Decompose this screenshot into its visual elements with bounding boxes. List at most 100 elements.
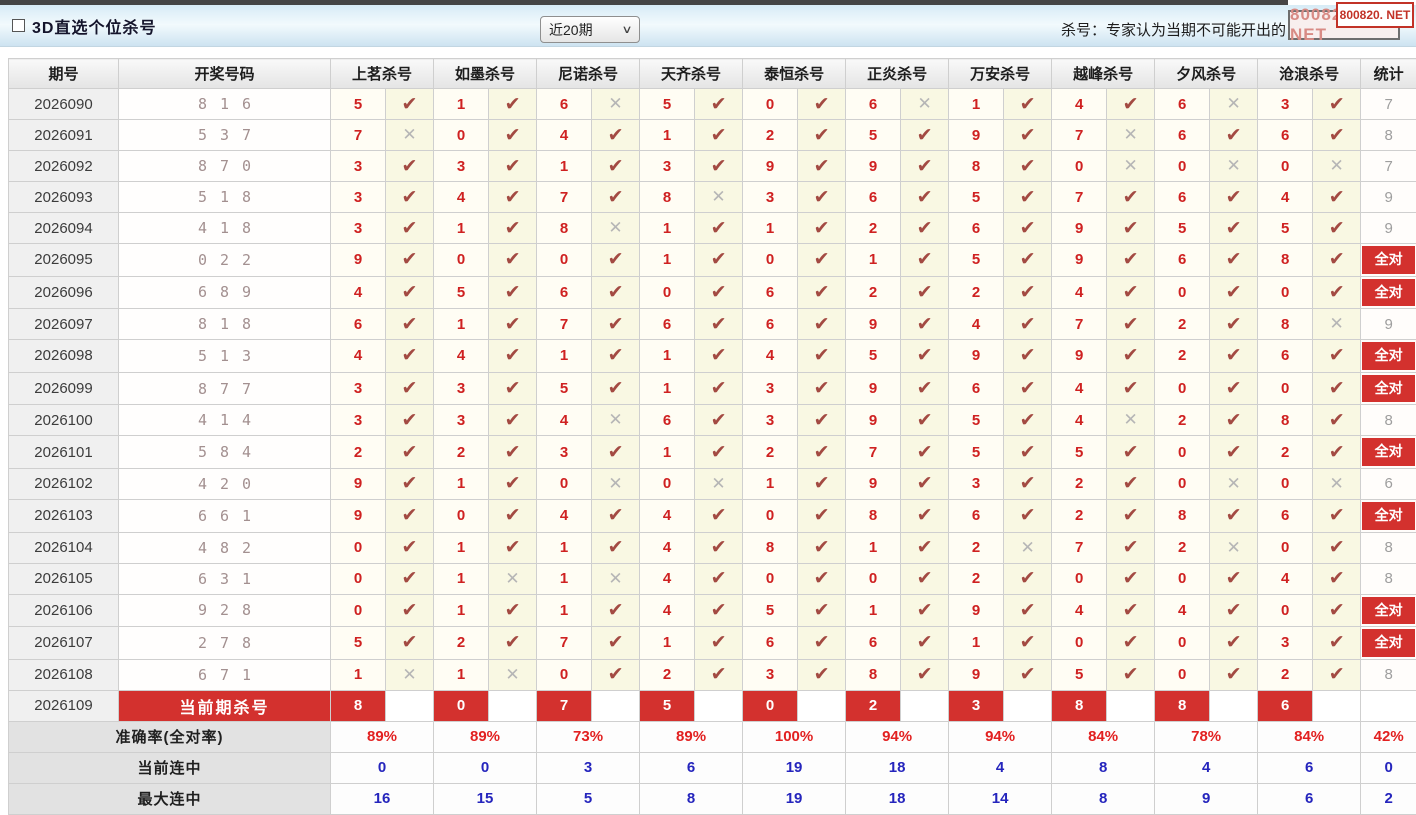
kill-number-cell: 1 <box>743 213 798 244</box>
check-icon: ✔ <box>814 125 830 146</box>
hit-cell: ✔ <box>1210 499 1258 532</box>
period-cell: 2026109 <box>9 690 119 721</box>
hit-cell: ✔ <box>489 244 537 277</box>
hit-cell: ✔ <box>695 659 743 690</box>
current-kill-blank <box>386 690 434 721</box>
hit-cell: ✔ <box>1210 405 1258 436</box>
hit-cell: ✔ <box>386 151 434 182</box>
draw-numbers-cell: 513 <box>119 340 331 373</box>
miss-cell: ✕ <box>1313 468 1361 499</box>
hit-cell: ✔ <box>1313 340 1361 373</box>
hit-cell: ✔ <box>592 594 640 627</box>
kill-number-cell: 4 <box>640 532 695 563</box>
check-icon: ✔ <box>1020 156 1036 177</box>
footer-value: 94% <box>846 721 949 752</box>
kill-number-cell: 7 <box>1052 532 1107 563</box>
check-icon: ✔ <box>1020 568 1036 589</box>
footer-label: 准确率(全对率) <box>9 721 331 752</box>
cross-icon: ✕ <box>608 474 622 493</box>
kill-number-cell: 8 <box>537 213 592 244</box>
hit-cell: ✔ <box>592 182 640 213</box>
kill-number-cell: 5 <box>1155 213 1210 244</box>
kill-number-cell: 4 <box>1155 594 1210 627</box>
check-icon: ✔ <box>1329 442 1345 463</box>
kill-number-cell: 4 <box>1052 276 1107 309</box>
hit-cell: ✔ <box>592 532 640 563</box>
hit-cell: ✔ <box>798 405 846 436</box>
hit-cell: ✔ <box>1210 594 1258 627</box>
check-icon: ✔ <box>505 282 521 303</box>
hit-cell: ✔ <box>901 182 949 213</box>
cross-icon: ✕ <box>608 218 622 237</box>
cross-icon: ✕ <box>608 94 622 113</box>
check-icon: ✔ <box>917 664 933 685</box>
check-icon: ✔ <box>1329 94 1345 115</box>
check-icon: ✔ <box>1020 600 1036 621</box>
check-icon: ✔ <box>917 282 933 303</box>
current-kill-number: 8 <box>1155 690 1210 721</box>
check-icon: ✔ <box>1123 568 1139 589</box>
hit-cell: ✔ <box>901 499 949 532</box>
kill-number-cell: 4 <box>537 499 592 532</box>
period-range-select[interactable]: 近20期 ∨ <box>540 16 640 43</box>
kill-number-cell: 6 <box>640 309 695 340</box>
kill-number-cell: 5 <box>640 89 695 120</box>
col-header-draw: 开奖号码 <box>119 59 331 89</box>
period-cell: 2026093 <box>9 182 119 213</box>
kill-number-cell: 9 <box>949 594 1004 627</box>
check-icon: ✔ <box>711 156 727 177</box>
kill-number-cell: 3 <box>537 436 592 469</box>
check-icon: ✔ <box>1020 505 1036 526</box>
hit-cell: ✔ <box>901 563 949 594</box>
kill-number-cell: 6 <box>949 499 1004 532</box>
check-icon: ✔ <box>1123 94 1139 115</box>
hit-cell: ✔ <box>901 213 949 244</box>
checkbox-icon[interactable] <box>12 19 25 32</box>
footer-value: 89% <box>331 721 434 752</box>
kill-number-cell: 5 <box>537 372 592 405</box>
cross-icon: ✕ <box>1330 474 1344 493</box>
check-icon: ✔ <box>711 505 727 526</box>
hit-cell: ✔ <box>1210 563 1258 594</box>
draw-numbers-cell: 877 <box>119 372 331 405</box>
check-icon: ✔ <box>402 345 418 366</box>
check-icon: ✔ <box>1123 537 1139 558</box>
kill-number-cell: 2 <box>1155 532 1210 563</box>
kill-number-cell: 0 <box>537 659 592 690</box>
check-icon: ✔ <box>1226 410 1242 431</box>
hit-cell: ✔ <box>1313 89 1361 120</box>
hit-cell: ✔ <box>386 276 434 309</box>
check-icon: ✔ <box>1020 345 1036 366</box>
hit-cell: ✔ <box>798 276 846 309</box>
check-icon: ✔ <box>402 249 418 270</box>
kill-number-cell: 6 <box>846 182 901 213</box>
col-header-stat: 统计 <box>1361 59 1416 89</box>
hit-cell: ✔ <box>386 182 434 213</box>
stat-cell: 9 <box>1361 213 1416 244</box>
hit-cell: ✔ <box>695 372 743 405</box>
check-icon: ✔ <box>1226 282 1242 303</box>
check-icon: ✔ <box>917 314 933 335</box>
kill-number-cell: 4 <box>1052 89 1107 120</box>
hit-cell: ✔ <box>1210 213 1258 244</box>
hit-cell: ✔ <box>901 659 949 690</box>
check-icon: ✔ <box>917 378 933 399</box>
kill-number-cell: 5 <box>1258 213 1313 244</box>
hit-cell: ✔ <box>592 372 640 405</box>
current-kill-blank <box>901 690 949 721</box>
hit-cell: ✔ <box>489 468 537 499</box>
hit-cell: ✔ <box>592 309 640 340</box>
hit-cell: ✔ <box>1004 594 1052 627</box>
hit-cell: ✔ <box>386 563 434 594</box>
current-kill-banner: 当前期杀号 <box>119 690 331 721</box>
kill-number-cell: 0 <box>1155 151 1210 182</box>
kill-number-cell: 6 <box>743 627 798 660</box>
check-icon: ✔ <box>1329 249 1345 270</box>
kill-number-cell: 5 <box>434 276 489 309</box>
stat-cell: 全对 <box>1361 340 1416 373</box>
hit-cell: ✔ <box>1107 436 1155 469</box>
hit-cell: ✔ <box>1313 244 1361 277</box>
kill-number-cell: 6 <box>846 89 901 120</box>
footer-value: 84% <box>1258 721 1361 752</box>
